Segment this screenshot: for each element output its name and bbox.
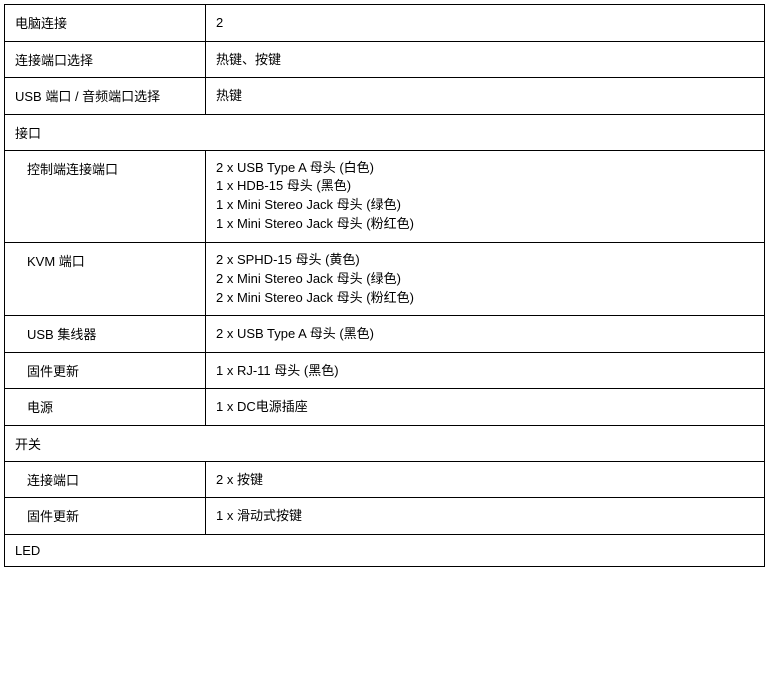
row-value: 2 bbox=[206, 5, 764, 41]
row-value: 2 x SPHD-15 母头 (黄色)2 x Mini Stereo Jack … bbox=[206, 243, 764, 316]
table-row: 连接端口选择热键、按键 bbox=[5, 42, 764, 78]
row-label: 电脑连接 bbox=[5, 5, 205, 41]
spec-table-body: 电脑连接2连接端口选择热键、按键USB 端口 / 音频端口选择热键接口控制端连接… bbox=[5, 5, 764, 566]
table-row: 连接端口2 x 按键 bbox=[5, 462, 764, 498]
table-row: LED bbox=[5, 535, 764, 566]
row-value: 1 x 滑动式按键 bbox=[206, 498, 764, 534]
table-row: USB 集线器2 x USB Type A 母头 (黑色) bbox=[5, 316, 764, 352]
section-header: LED bbox=[5, 535, 764, 566]
table-row: KVM 端口2 x SPHD-15 母头 (黄色)2 x Mini Stereo… bbox=[5, 243, 764, 316]
spec-table: 电脑连接2连接端口选择热键、按键USB 端口 / 音频端口选择热键接口控制端连接… bbox=[4, 4, 765, 567]
table-row: 接口 bbox=[5, 115, 764, 150]
row-value: 1 x DC电源插座 bbox=[206, 389, 764, 425]
row-value-line: 2 x Mini Stereo Jack 母头 (粉红色) bbox=[216, 289, 754, 308]
row-label: 电源 bbox=[5, 389, 205, 425]
table-row: 电脑连接2 bbox=[5, 5, 764, 41]
row-label: 连接端口 bbox=[5, 462, 205, 498]
row-value-line: 1 x Mini Stereo Jack 母头 (绿色) bbox=[216, 196, 754, 215]
row-value: 2 x 按键 bbox=[206, 462, 764, 498]
row-value-line: 2 x USB Type A 母头 (白色) bbox=[216, 159, 754, 178]
row-label: 连接端口选择 bbox=[5, 42, 205, 78]
table-row: 固件更新1 x 滑动式按键 bbox=[5, 498, 764, 534]
table-row: 固件更新1 x RJ-11 母头 (黑色) bbox=[5, 353, 764, 389]
section-header: 接口 bbox=[5, 115, 764, 150]
row-label: 控制端连接端口 bbox=[5, 151, 205, 242]
table-row: 开关 bbox=[5, 426, 764, 461]
table-row: 控制端连接端口2 x USB Type A 母头 (白色)1 x HDB-15 … bbox=[5, 151, 764, 242]
row-label: USB 端口 / 音频端口选择 bbox=[5, 78, 205, 114]
table-row: 电源1 x DC电源插座 bbox=[5, 389, 764, 425]
row-label: 固件更新 bbox=[5, 498, 205, 534]
row-label: KVM 端口 bbox=[5, 243, 205, 316]
row-value: 2 x USB Type A 母头 (白色)1 x HDB-15 母头 (黑色)… bbox=[206, 151, 764, 242]
row-value: 热键 bbox=[206, 78, 764, 114]
row-label: USB 集线器 bbox=[5, 316, 205, 352]
row-value-line: 2 x Mini Stereo Jack 母头 (绿色) bbox=[216, 270, 754, 289]
row-value-line: 1 x Mini Stereo Jack 母头 (粉红色) bbox=[216, 215, 754, 234]
row-value-line: 2 x SPHD-15 母头 (黄色) bbox=[216, 251, 754, 270]
row-value: 1 x RJ-11 母头 (黑色) bbox=[206, 353, 764, 389]
row-label: 固件更新 bbox=[5, 353, 205, 389]
row-value: 热键、按键 bbox=[206, 42, 764, 78]
section-header: 开关 bbox=[5, 426, 764, 461]
row-value: 2 x USB Type A 母头 (黑色) bbox=[206, 316, 764, 352]
table-row: USB 端口 / 音频端口选择热键 bbox=[5, 78, 764, 114]
row-value-line: 1 x HDB-15 母头 (黑色) bbox=[216, 177, 754, 196]
